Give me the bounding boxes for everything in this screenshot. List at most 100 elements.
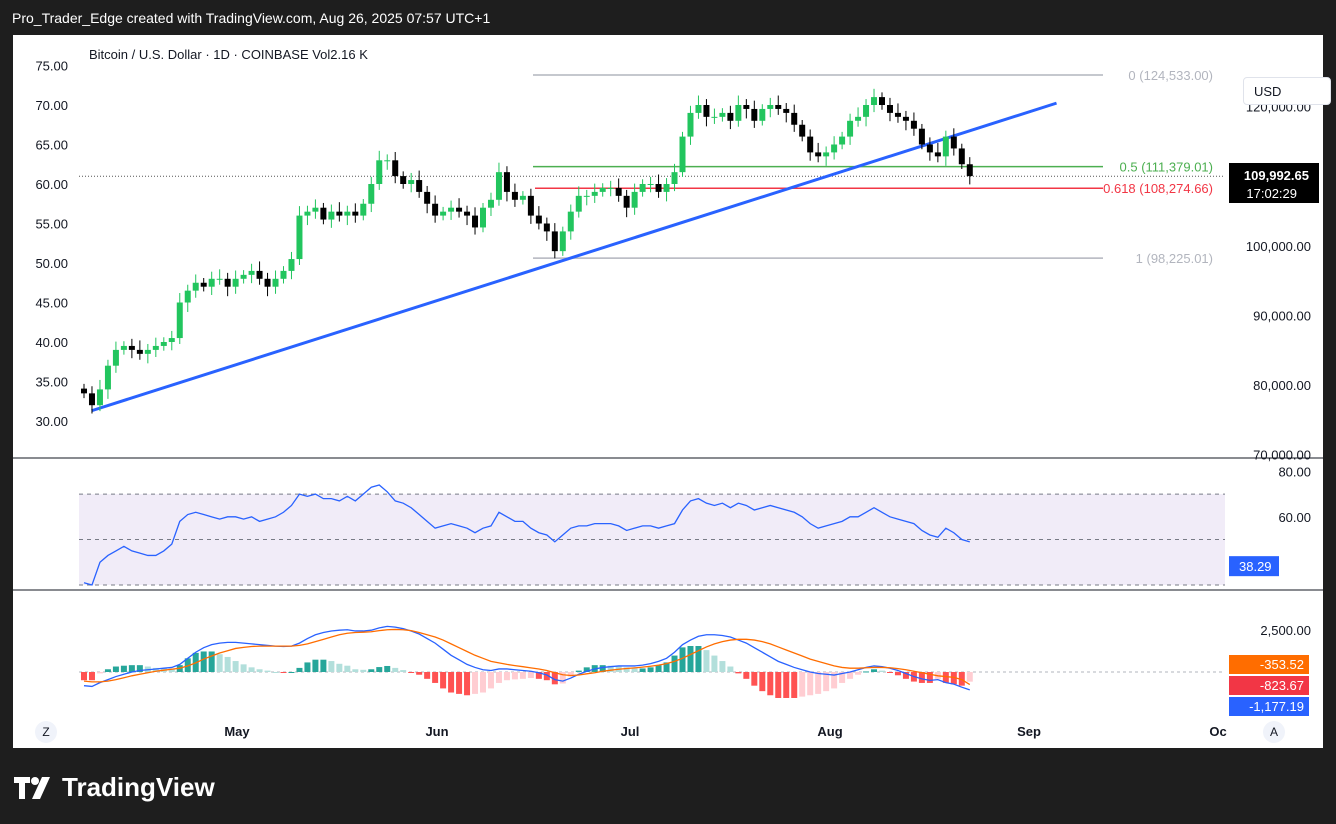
candle-body xyxy=(615,187,622,196)
candle-body xyxy=(320,207,327,220)
symbol-title: Bitcoin / U.S. Dollar · 1D · COINBASE Vo… xyxy=(89,47,368,62)
macd-histogram-bar xyxy=(527,672,534,679)
macd-histogram-bar xyxy=(703,650,710,672)
candle-body xyxy=(934,152,941,157)
macd-histogram-bar xyxy=(623,667,630,672)
left-axis-tick: 35.00 xyxy=(35,375,68,390)
candle-body xyxy=(400,176,407,184)
candle-body xyxy=(480,207,486,228)
chart-credit: Pro_Trader_Edge created with TradingView… xyxy=(12,10,491,26)
candle-body xyxy=(623,195,630,208)
macd-histogram-bar xyxy=(320,659,327,672)
left-axis-tick: 55.00 xyxy=(35,217,68,232)
right-axis-tick: 90,000.00 xyxy=(1253,308,1311,323)
macd-histogram-bar xyxy=(280,672,287,673)
macd-histogram-bar xyxy=(799,672,806,697)
macd-histogram-bar xyxy=(871,669,878,672)
rsi-axis-tick: 80.00 xyxy=(1278,464,1311,479)
candle-body xyxy=(607,187,614,189)
macd-histogram-bar xyxy=(88,672,95,681)
candle-body xyxy=(751,108,758,121)
macd-histogram-bar xyxy=(631,668,638,672)
candle-body xyxy=(679,136,686,173)
candle-body xyxy=(894,112,901,117)
candle-body xyxy=(432,203,439,216)
candle-body xyxy=(942,136,949,157)
fib-label-0-5: 0.5 (111,379.01) xyxy=(1120,160,1213,175)
candle-body xyxy=(743,105,750,109)
last-price-badge xyxy=(1229,163,1319,203)
left-axis-tick: 60.00 xyxy=(35,177,68,192)
macd-histogram-bar xyxy=(918,672,925,683)
candle-body xyxy=(360,203,367,216)
candle-body xyxy=(192,282,199,291)
macd-histogram-bar xyxy=(671,655,678,672)
macd-histogram-bar xyxy=(775,672,782,698)
macd-histogram-bar xyxy=(583,667,590,672)
candle-body xyxy=(855,116,862,121)
macd-histogram-bar xyxy=(543,672,550,681)
macd-histogram-bar xyxy=(823,672,830,692)
candle-body xyxy=(352,211,359,216)
macd-histogram-bar xyxy=(926,672,933,683)
macd-histogram-bar xyxy=(384,665,391,672)
left-axis-tick: 70.00 xyxy=(35,98,68,113)
candle-body xyxy=(823,152,830,157)
macd-histogram-bar xyxy=(216,654,223,672)
candle-body xyxy=(591,191,598,196)
candle-body xyxy=(96,389,103,406)
macd-histogram-bar xyxy=(416,672,423,675)
macd-histogram-bar xyxy=(240,664,247,672)
candle-body xyxy=(575,195,582,212)
chart-canvas[interactable]: 0 (124,533.00) 0.5 (111,379.01) 0.618 (108… xyxy=(13,35,1323,748)
macd-histogram-bar xyxy=(839,672,846,683)
auto-scale-left-button[interactable]: Z xyxy=(35,721,57,743)
candle-body xyxy=(647,184,654,185)
tradingview-brand: TradingView xyxy=(14,772,215,803)
macd-histogram-bar xyxy=(472,672,479,694)
macd-histogram-bar xyxy=(879,670,885,672)
macd-histogram-bar xyxy=(368,669,375,672)
currency-button[interactable]: USD xyxy=(1243,77,1331,105)
macd-histogram-bar xyxy=(184,658,191,672)
last-price-countdown: 17:02:29 xyxy=(1246,186,1297,201)
candle-body xyxy=(408,180,415,184)
macd-histogram-bar xyxy=(894,672,901,676)
candle-body xyxy=(783,108,790,113)
candle-body xyxy=(807,136,814,153)
candle-body xyxy=(464,211,471,216)
candle-body xyxy=(503,172,510,192)
macd-histogram-bar xyxy=(503,672,510,681)
auto-scale-right-button[interactable]: A xyxy=(1263,721,1285,743)
macd-histogram-bar xyxy=(599,665,606,672)
candle-body xyxy=(168,338,175,342)
macd-histogram-bar xyxy=(487,672,494,689)
macd-histogram-bar xyxy=(96,672,103,674)
candle-body xyxy=(663,184,670,192)
candle-body xyxy=(184,290,191,303)
fib-label-1: 1 (98,225.01) xyxy=(1136,251,1213,266)
macd-histogram-bar xyxy=(495,672,502,683)
macd-histogram-bar xyxy=(152,667,159,672)
candle-body xyxy=(831,144,838,153)
candle-body xyxy=(966,164,973,177)
macd-histogram-bar xyxy=(232,661,239,672)
macd-histogram-bar xyxy=(535,672,542,679)
macd-histogram-bar xyxy=(120,665,127,672)
macd-histogram-bar xyxy=(81,672,87,681)
macd-histogram-bar xyxy=(902,672,909,679)
macd-histogram-bar xyxy=(424,672,431,679)
rsi-axis-tick: 60.00 xyxy=(1278,510,1311,525)
rsi-value-badge xyxy=(1229,556,1279,577)
candle-body xyxy=(448,207,455,212)
candle-body xyxy=(424,191,431,204)
macd-histogram-bar xyxy=(464,672,471,696)
candle-body xyxy=(392,160,399,177)
macd-histogram-bar xyxy=(727,666,734,672)
candle-body xyxy=(487,199,494,208)
candle-body xyxy=(918,128,925,145)
macd-histogram-bar xyxy=(208,651,215,672)
macd-histogram-bar xyxy=(759,672,766,692)
macd-histogram-bar xyxy=(607,665,614,672)
candle-body xyxy=(711,116,718,118)
